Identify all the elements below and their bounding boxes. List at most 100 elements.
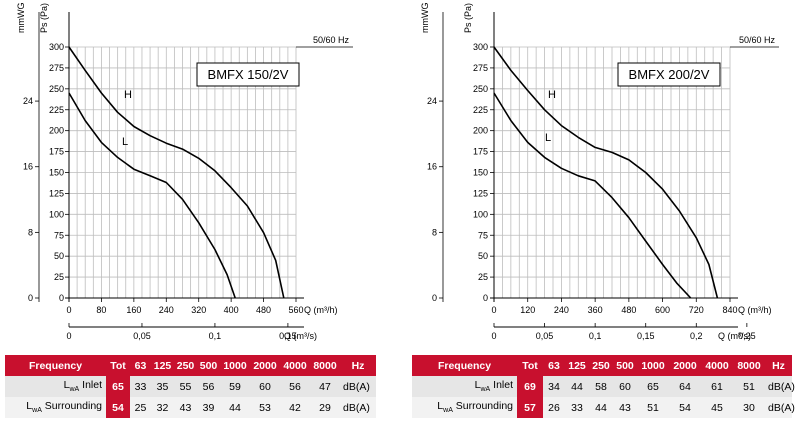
band-header: 500 <box>197 355 220 376</box>
value-cell: 53 <box>250 397 280 418</box>
band-header: 125 <box>565 355 589 376</box>
value-cell: 45 <box>701 397 733 418</box>
table-row: LwA Surrounding 54 25 32 43 39 44 53 42 … <box>5 397 376 418</box>
value-cell: 64 <box>669 376 701 397</box>
mmwg-tick-label: 0 <box>432 293 437 303</box>
x2-tick-label: 0,15 <box>279 331 297 341</box>
y-tick-label: 100 <box>473 209 488 219</box>
fan-curve-chart-bmfx-200: 0 25 50 75 100 125 150 175 200 225 250 275 300 0 8 16 24… <box>420 3 779 341</box>
band-header: 8000 <box>310 355 340 376</box>
y-tick-label: 50 <box>478 251 488 261</box>
x-axis-label-m3s: Q (m³/s) <box>284 331 317 341</box>
value-cell: 55 <box>174 376 197 397</box>
value-cell: 60 <box>250 376 280 397</box>
row-label-suffix: Inlet <box>490 379 513 392</box>
row-label-prefix: L <box>474 379 481 392</box>
unit-cell: dB(A) <box>765 376 795 397</box>
value-cell: 54 <box>669 397 701 418</box>
mmwg-tick-label: 24 <box>427 96 437 106</box>
value-cell: 51 <box>733 376 765 397</box>
x2-tick-label: 0 <box>491 331 496 341</box>
y-tick-label: 75 <box>478 230 488 240</box>
band-header: 63 <box>543 355 565 376</box>
band-header: 250 <box>174 355 197 376</box>
frequency-note: 50/60 Hz <box>313 35 350 45</box>
value-cell: 42 <box>280 397 310 418</box>
y-tick-label: 225 <box>49 105 64 115</box>
value-cell: 65 <box>637 376 669 397</box>
y-tick-label: 150 <box>49 168 64 178</box>
y-tick-label: 75 <box>54 230 64 240</box>
value-cell: 43 <box>613 397 637 418</box>
tot-cell: 54 <box>106 397 130 418</box>
y-tick-label: 150 <box>473 168 488 178</box>
row-label-prefix: L <box>26 400 33 413</box>
value-cell: 58 <box>589 376 613 397</box>
x-tick-label: 0 <box>66 305 71 315</box>
mmwg-axis-label: mmWG <box>16 3 26 34</box>
curve-l <box>68 92 236 299</box>
value-cell: 26 <box>543 397 565 418</box>
x-tick-label: 80 <box>96 305 106 315</box>
y-tick-label: 200 <box>49 126 64 136</box>
value-cell: 35 <box>151 376 174 397</box>
x-tick-label: 240 <box>159 305 174 315</box>
x2-tick-label: 0 <box>66 331 71 341</box>
x2-tick-label: 0,1 <box>589 331 602 341</box>
y-tick-label: 50 <box>54 251 64 261</box>
y-tick-label: 25 <box>478 272 488 282</box>
value-cell: 30 <box>733 397 765 418</box>
y-tick-label: 250 <box>49 84 64 94</box>
value-cell: 33 <box>130 376 151 397</box>
x-tick-label: 360 <box>588 305 603 315</box>
x2-tick-label: 0,2 <box>690 331 703 341</box>
curve-h <box>68 46 285 299</box>
mmwg-axis-label: mmWG <box>420 3 430 34</box>
x-tick-label: 480 <box>256 305 271 315</box>
row-label-suffix: Surrounding <box>41 400 102 413</box>
x2-tick-label: 0,05 <box>133 331 151 341</box>
mmwg-tick-label: 16 <box>427 162 437 172</box>
row-label: LwA Surrounding <box>5 397 106 418</box>
band-header: 250 <box>589 355 613 376</box>
row-label: LwA Inlet <box>5 376 106 397</box>
value-cell: 33 <box>565 397 589 418</box>
tot-header: Tot <box>517 355 543 376</box>
frequency-header: Frequency <box>412 355 517 376</box>
y-tick-label: 175 <box>473 147 488 157</box>
row-label-sub: wA <box>443 407 453 415</box>
row-label-prefix: L <box>437 400 444 413</box>
x-tick-label: 720 <box>689 305 704 315</box>
y-tick-label: 300 <box>473 42 488 52</box>
mmwg-tick-label: 8 <box>432 227 437 237</box>
x-tick-label: 480 <box>621 305 636 315</box>
band-header: 1000 <box>220 355 250 376</box>
model-label: BMFX 150/2V <box>208 67 289 82</box>
value-cell: 44 <box>220 397 250 418</box>
value-cell: 34 <box>543 376 565 397</box>
model-label: BMFX 200/2V <box>629 67 710 82</box>
value-cell: 56 <box>280 376 310 397</box>
value-cell: 43 <box>174 397 197 418</box>
band-header: 1000 <box>637 355 669 376</box>
value-cell: 47 <box>310 376 340 397</box>
y-tick-label: 275 <box>473 63 488 73</box>
x-axis-label-m3h: Q (m³/h) <box>738 305 772 315</box>
x-tick-label: 160 <box>126 305 141 315</box>
unit-cell: dB(A) <box>340 376 376 397</box>
band-header: 63 <box>130 355 151 376</box>
model-label-box <box>196 62 300 87</box>
x-tick-label: 240 <box>554 305 569 315</box>
value-cell: 44 <box>589 397 613 418</box>
unit-header: Hz <box>765 355 792 376</box>
y-tick-label: 175 <box>49 147 64 157</box>
curve-h <box>493 46 719 299</box>
y-tick-label: 200 <box>473 126 488 136</box>
x-tick-label: 840 <box>722 305 737 315</box>
band-header: 4000 <box>280 355 310 376</box>
x-tick-label: 0 <box>491 305 496 315</box>
sound-power-table-bmfx-200: Frequency Tot 63 125 250 500 1000 2000 4… <box>412 355 795 418</box>
x-tick-label: 400 <box>224 305 239 315</box>
value-cell: 29 <box>310 397 340 418</box>
mmwg-tick-label: 24 <box>23 96 33 106</box>
